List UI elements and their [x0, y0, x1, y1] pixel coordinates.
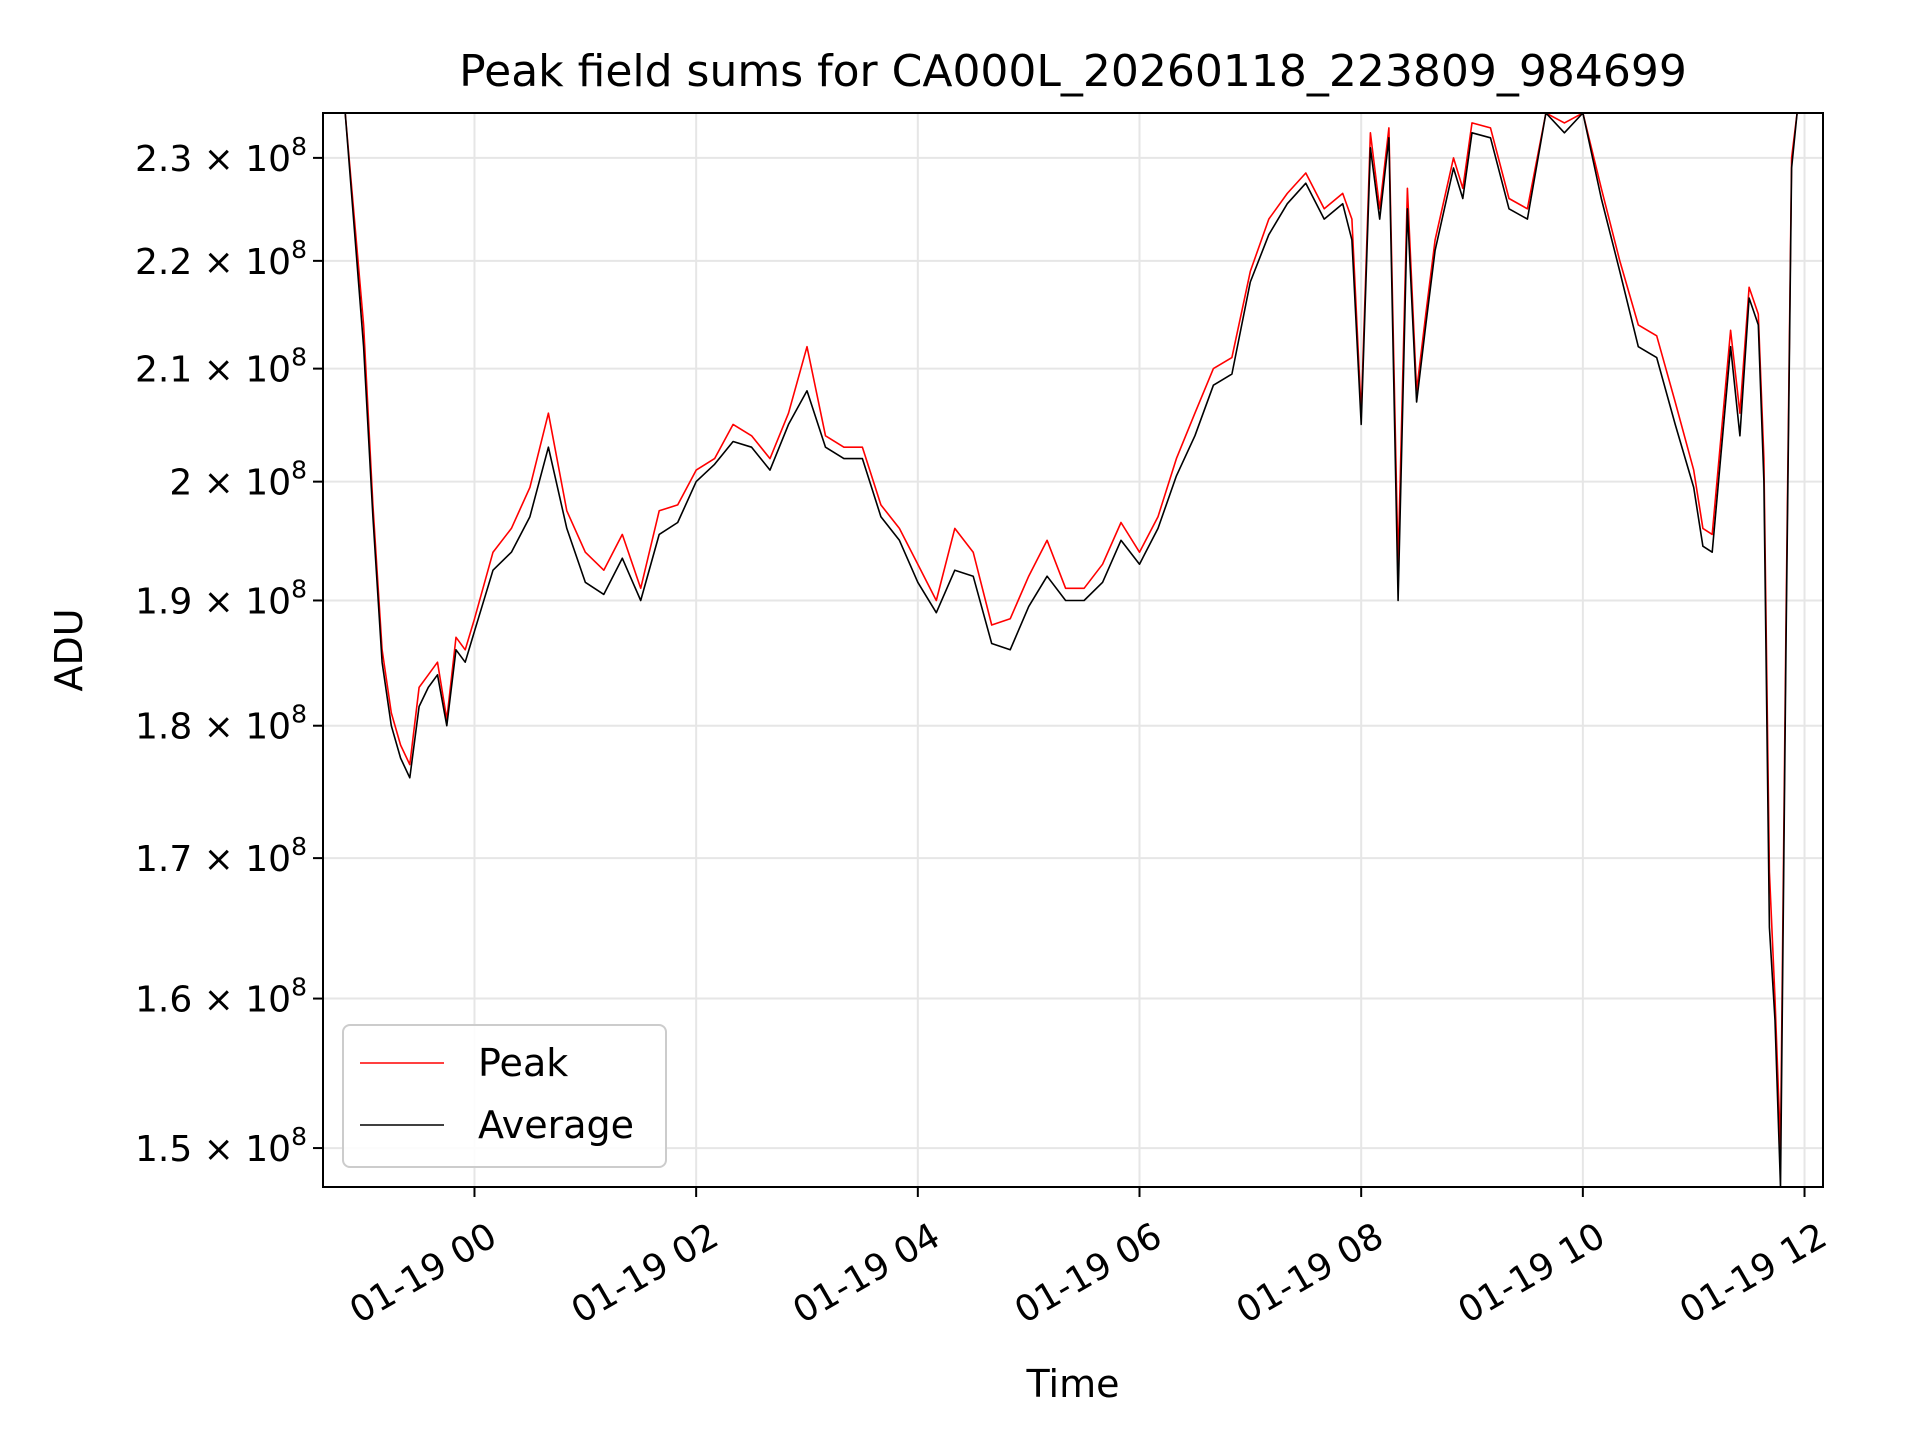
plot-lines	[323, 113, 1823, 1187]
y-tick-label: 2 × 108	[169, 456, 307, 504]
y-axis: 1.5 × 108 1.6 × 108 1.7 × 108 1.8 × 108 1.9 …	[135, 132, 323, 1170]
y-tick-label: 1.5 × 108	[135, 1122, 307, 1170]
plot-frame	[322, 112, 1824, 1188]
series-line-average	[323, 113, 1823, 1187]
y-axis-label: ADU	[47, 608, 91, 691]
y-tick-label: 2.1 × 108	[135, 343, 307, 391]
legend-label-average: Average	[478, 1103, 634, 1147]
y-tick-label: 1.8 × 108	[135, 700, 307, 748]
y-tick-label: 1.7 × 108	[135, 832, 307, 880]
series-line-peak	[323, 113, 1823, 1149]
legend-label-peak: Peak	[478, 1041, 568, 1085]
legend: Peak Average	[342, 1024, 667, 1168]
y-tick-label: 1.6 × 108	[135, 973, 307, 1021]
legend-box	[342, 1024, 667, 1168]
y-tick-label: 2.2 × 108	[135, 235, 307, 283]
y-tick-label: 2.3 × 108	[135, 132, 307, 180]
chart-title: Peak field sums for CA000L_20260118_2238…	[459, 46, 1687, 97]
y-tick-label: 1.9 × 108	[135, 574, 307, 622]
x-axis-label: Time	[1026, 1362, 1120, 1406]
